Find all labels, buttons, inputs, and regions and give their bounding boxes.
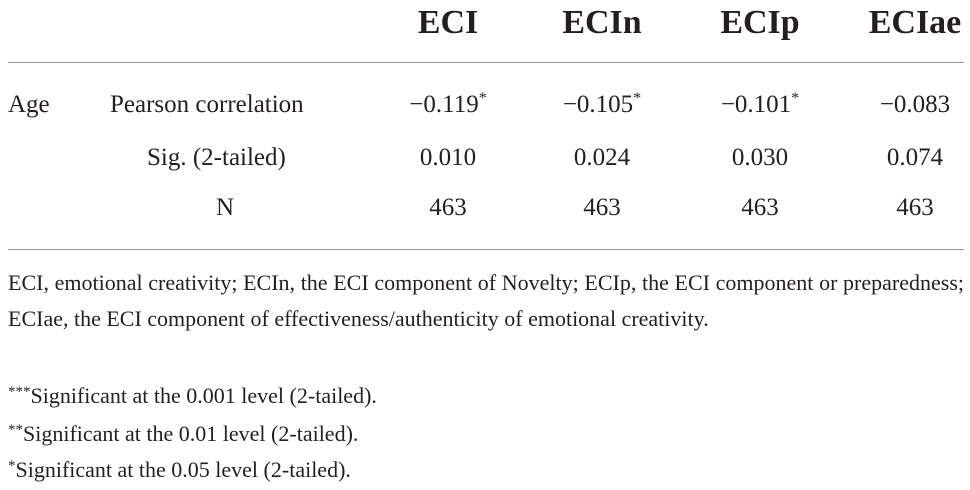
table-cell: −0.101* — [700, 90, 820, 123]
table-cell: −0.105* — [542, 90, 662, 123]
column-header-eci: ECI — [417, 4, 479, 41]
table-cell: 463 — [896, 194, 934, 221]
significance-note-05: *Significant at the 0.05 level (2-tailed… — [8, 455, 351, 488]
table-cell: 463 — [741, 194, 779, 221]
table-top-rule — [8, 62, 964, 63]
table-cell: 0.010 — [419, 144, 477, 171]
table-cell: 0.024 — [573, 144, 631, 171]
row-label-sig: Sig. (2-tailed) — [147, 144, 286, 171]
table-cell: 463 — [429, 194, 467, 221]
table-cell: 0.074 — [886, 144, 944, 171]
significance-stars: *** — [8, 384, 31, 400]
table-cell: 0.030 — [731, 144, 789, 171]
cell-value: −0.119 — [409, 91, 479, 118]
cell-value: −0.101 — [720, 91, 792, 118]
row-group-label: Age — [8, 91, 50, 118]
cell-value: −0.083 — [879, 91, 951, 118]
column-header-ecip: ECIp — [720, 4, 800, 41]
table-cell: −0.119* — [388, 90, 508, 123]
significance-note-01: **Significant at the 0.01 level (2-taile… — [8, 419, 358, 452]
row-label-n: N — [215, 194, 235, 221]
abbreviations-note: ECI, emotional creativity; ECIn, the ECI… — [8, 270, 964, 331]
row-label-pearson: Pearson correlation — [110, 91, 304, 118]
table-bottom-rule — [8, 249, 964, 250]
significance-stars: ** — [8, 422, 23, 438]
significance-mark: * — [633, 90, 642, 107]
significance-text: Significant at the 0.001 level (2-tailed… — [30, 383, 377, 408]
table-cell: −0.083 — [855, 90, 970, 123]
column-header-ecin: ECIn — [562, 4, 642, 41]
column-header-eciae: ECIae — [868, 4, 962, 41]
significance-stars: * — [8, 458, 16, 474]
cell-value: −0.105 — [562, 91, 634, 118]
significance-mark: * — [478, 90, 487, 107]
significance-note-001: ***Significant at the 0.001 level (2-tai… — [8, 381, 377, 414]
table-cell: 463 — [583, 194, 621, 221]
significance-mark: * — [791, 90, 800, 107]
significance-text: Significant at the 0.01 level (2-tailed)… — [23, 421, 359, 446]
significance-text: Significant at the 0.05 level (2-tailed)… — [15, 457, 351, 482]
